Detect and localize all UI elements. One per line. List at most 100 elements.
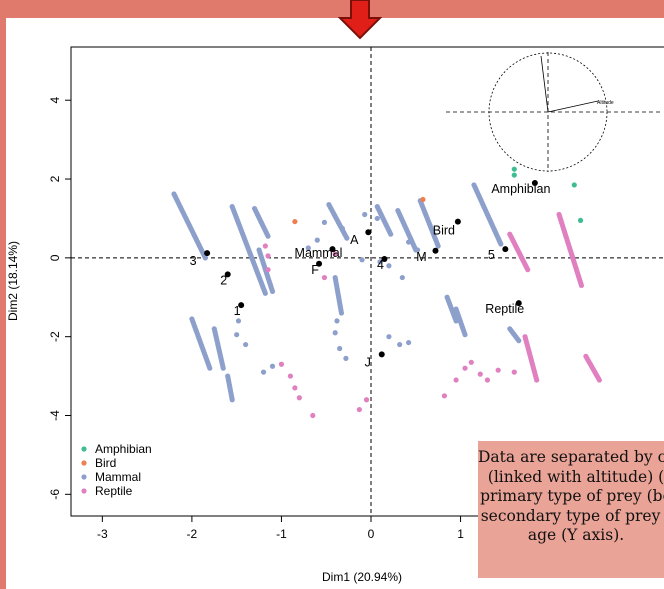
data-point xyxy=(420,196,426,203)
category-point xyxy=(329,246,336,253)
data-point xyxy=(260,369,267,375)
data-point xyxy=(484,377,491,383)
category-point xyxy=(238,302,245,309)
y-tick-label: 4 xyxy=(48,97,62,104)
legend-label: Bird xyxy=(95,456,116,470)
data-point xyxy=(406,239,412,245)
data-point xyxy=(292,218,298,225)
data-point xyxy=(332,251,338,257)
category-label: 5 xyxy=(488,248,495,262)
y-tick-label: -4 xyxy=(48,410,62,421)
x-tick-label: -1 xyxy=(276,527,287,541)
data-point xyxy=(511,166,517,172)
x-tick-label: 1 xyxy=(457,527,464,541)
category-point xyxy=(502,246,509,253)
data-point xyxy=(374,215,380,222)
data-point xyxy=(339,225,345,231)
data-point xyxy=(468,359,474,365)
inset-arrow-vertical xyxy=(540,55,549,113)
category-label: J xyxy=(365,355,371,369)
y-tick-label: 0 xyxy=(48,254,62,261)
data-point xyxy=(362,211,368,218)
point-labels-group: Amphibian Bird Mammal Reptile A F 4 M 5 3 2 1 J xyxy=(190,179,550,369)
band-point xyxy=(578,282,585,289)
category-label: 4 xyxy=(377,258,384,272)
category-point xyxy=(432,247,439,254)
y-tick-label: -2 xyxy=(48,331,62,342)
inset-altitude-label: Altitude xyxy=(597,100,614,106)
data-point xyxy=(511,369,517,375)
data-point xyxy=(377,259,383,265)
data-point xyxy=(359,257,365,263)
data-point xyxy=(235,318,242,324)
data-point xyxy=(321,274,328,281)
data-point xyxy=(305,245,311,251)
legend-swatch xyxy=(81,460,87,466)
band-point xyxy=(462,332,468,338)
legend-swatch xyxy=(81,474,87,480)
data-point xyxy=(477,371,483,377)
data-point xyxy=(321,219,328,225)
legend-swatch xyxy=(81,488,87,494)
category-label: A xyxy=(350,233,359,247)
legend-swatch xyxy=(81,446,87,452)
band-point xyxy=(525,267,531,273)
note-line-3: primary type of prey (bo xyxy=(480,487,664,505)
band-point xyxy=(388,231,394,237)
data-point xyxy=(334,318,340,324)
category-point xyxy=(378,351,385,358)
legend-label: Amphibian xyxy=(95,442,152,456)
note-line-1: Data are separated by co xyxy=(478,448,664,466)
note-line-5: age (Y axis). xyxy=(527,526,625,544)
note-line-2: (linked with altitude) ( xyxy=(487,467,664,486)
band-point xyxy=(262,290,268,296)
band-point xyxy=(344,235,350,241)
band-point xyxy=(220,365,226,371)
category-point xyxy=(204,250,211,257)
band-point xyxy=(269,288,276,294)
y-tick-label: 2 xyxy=(48,175,62,182)
legend-label: Reptile xyxy=(95,484,133,498)
data-point xyxy=(269,363,276,369)
red-down-arrow-icon xyxy=(338,0,382,40)
data-point xyxy=(262,243,268,249)
annotation-note: Data are separated by co (linked with al… xyxy=(478,441,664,578)
category-point xyxy=(531,179,538,186)
data-point xyxy=(577,217,584,224)
category-label: Reptile xyxy=(485,302,524,316)
data-point xyxy=(278,361,285,367)
category-point xyxy=(224,271,231,278)
band-point xyxy=(534,377,540,383)
category-label: 1 xyxy=(234,304,241,318)
data-point xyxy=(292,385,298,391)
band-point xyxy=(516,338,522,344)
points-group xyxy=(171,166,602,419)
data-point xyxy=(399,274,405,281)
band-point xyxy=(338,310,345,316)
y-tick-label: -6 xyxy=(48,489,62,500)
data-point xyxy=(310,412,316,419)
category-label: 2 xyxy=(220,273,227,287)
data-point xyxy=(363,397,370,403)
legend-label: Mammal xyxy=(95,470,141,484)
inset-arrow-altitude xyxy=(547,100,599,113)
data-point xyxy=(571,182,577,188)
x-tick-label: 0 xyxy=(368,527,375,541)
band-point xyxy=(265,233,271,239)
data-point xyxy=(332,330,338,336)
category-label: Mammal xyxy=(295,246,343,260)
correlation-circle-inset: Altitude xyxy=(446,52,660,172)
data-point xyxy=(296,395,302,401)
category-point xyxy=(381,256,388,263)
data-point xyxy=(234,332,240,338)
data-point xyxy=(287,373,294,379)
category-point xyxy=(316,260,323,267)
data-point xyxy=(406,339,412,346)
data-point xyxy=(414,247,421,253)
category-point xyxy=(454,218,461,225)
category-label: M xyxy=(416,250,426,264)
band-point xyxy=(229,397,235,403)
data-point xyxy=(356,406,362,413)
